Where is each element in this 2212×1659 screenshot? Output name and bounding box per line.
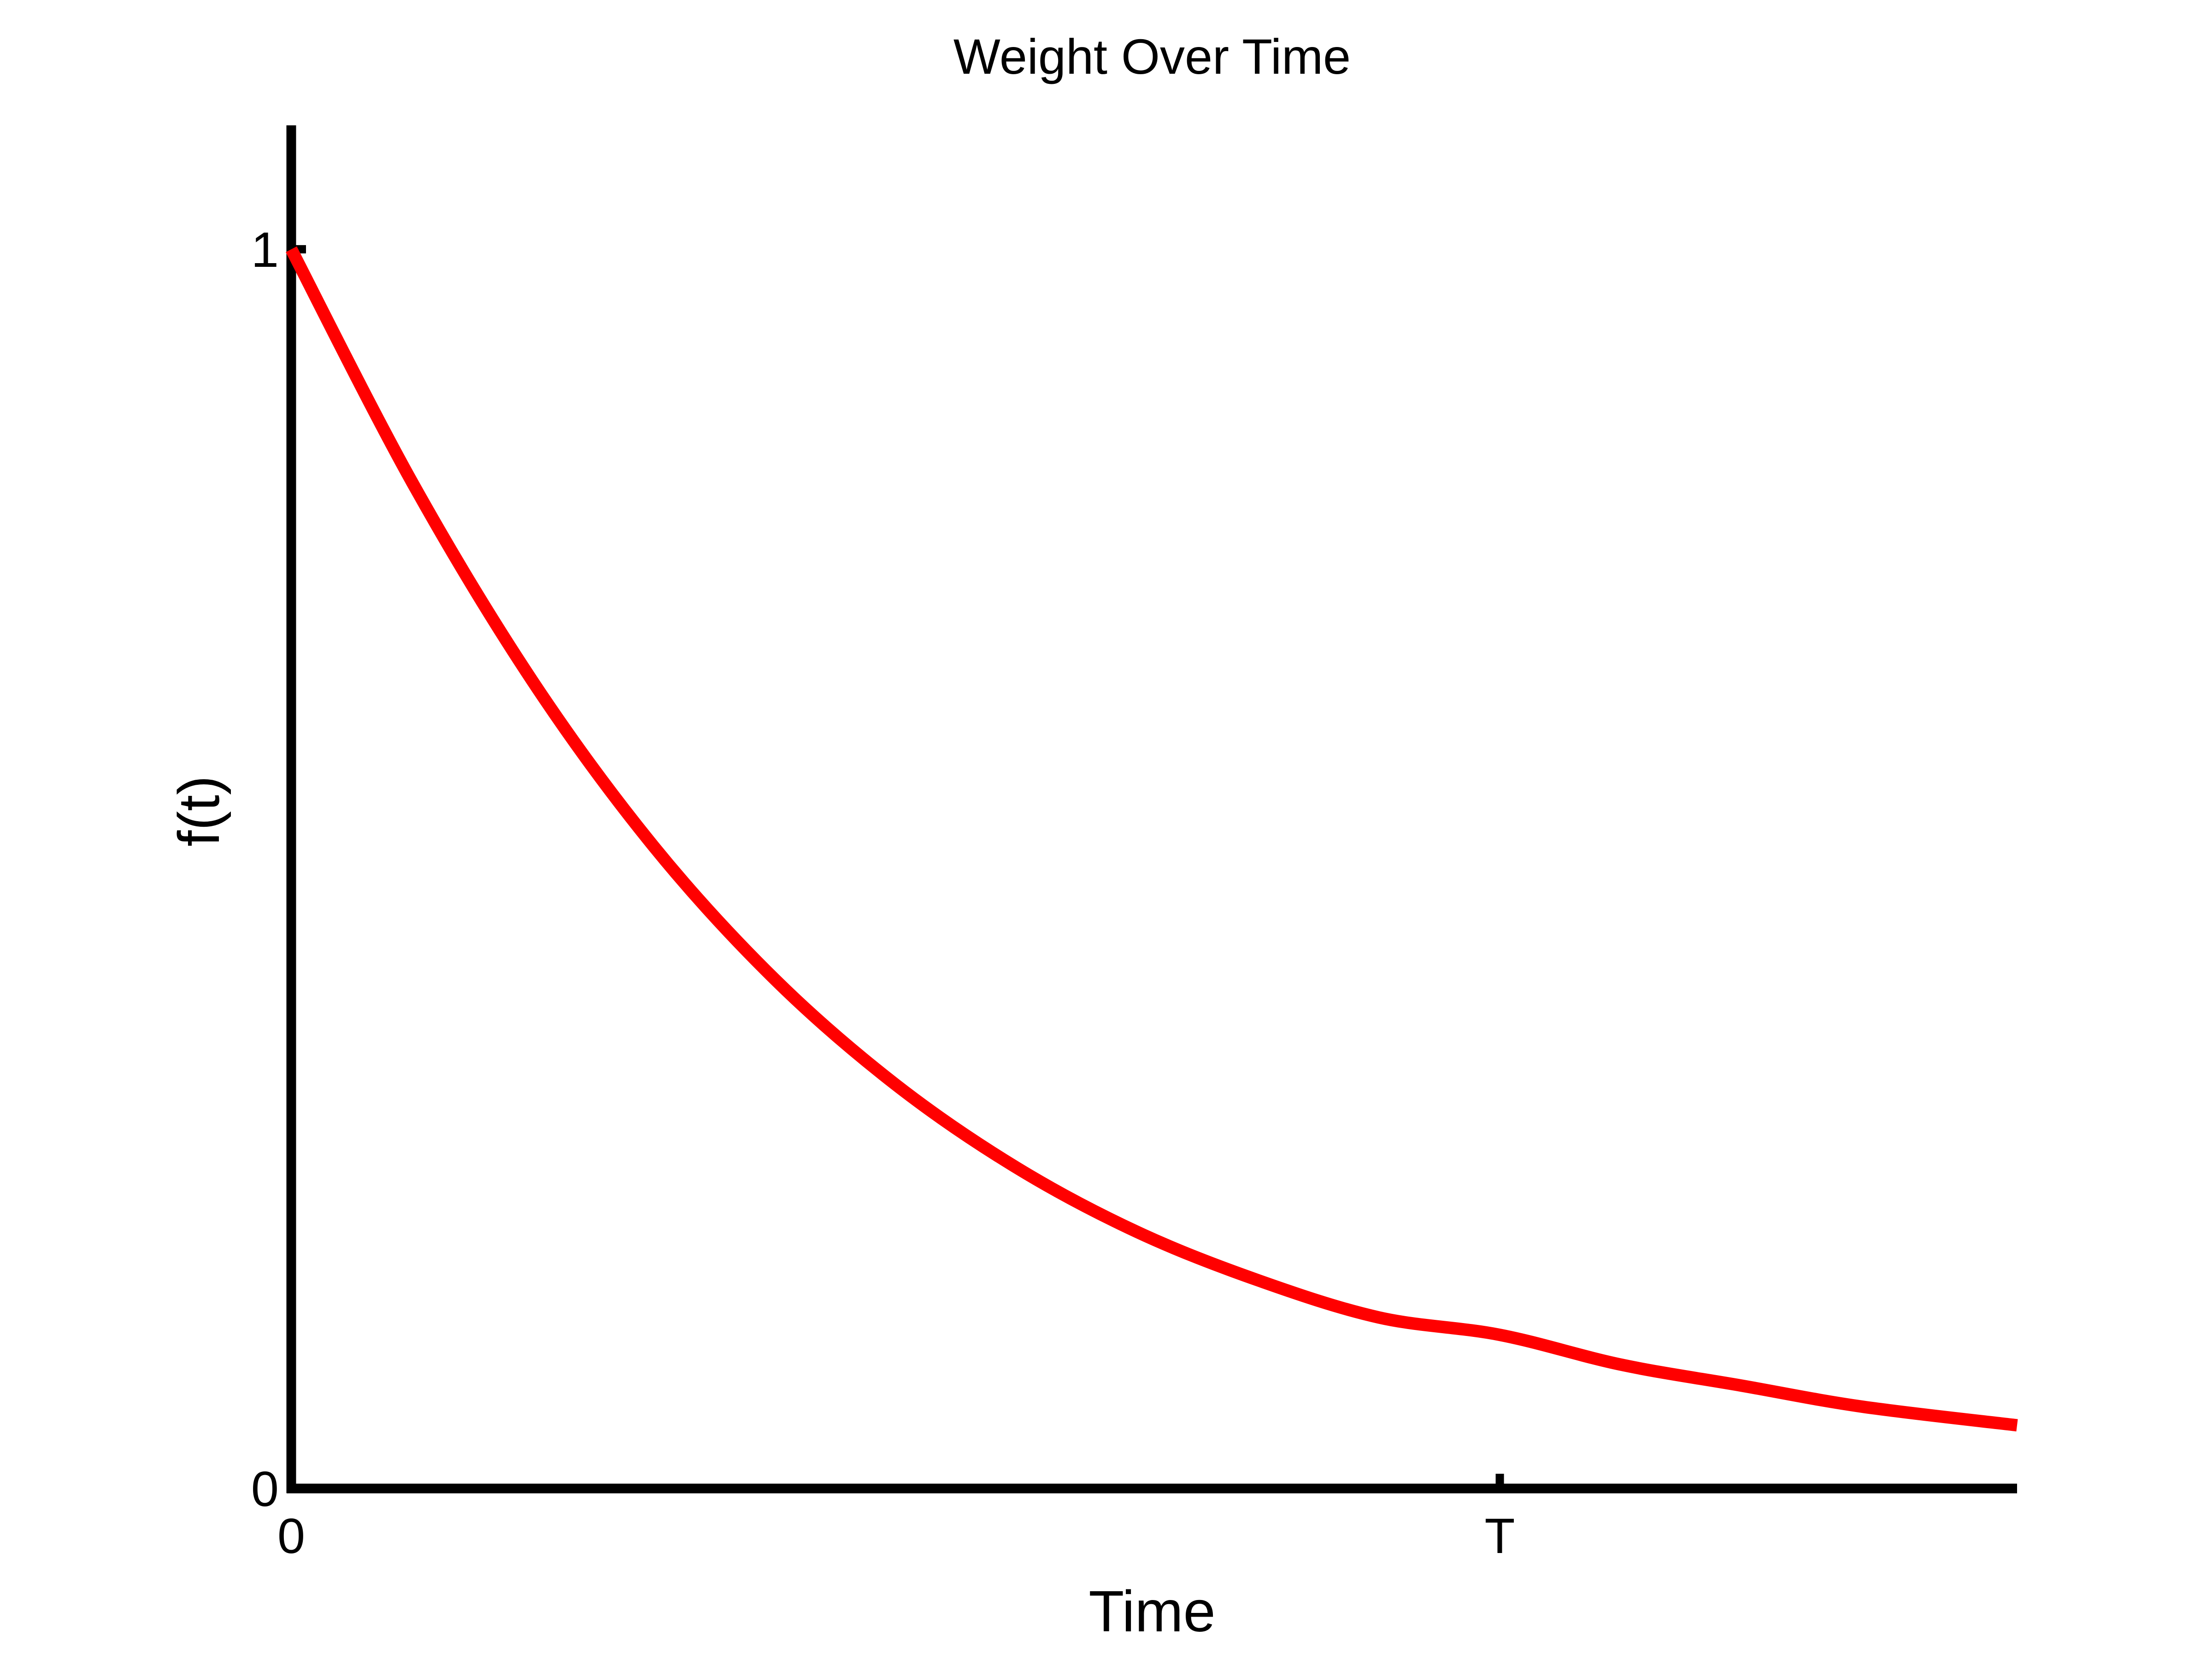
series-line-0 [286,246,2018,1432]
y-axis-title: f(t) [166,776,231,847]
y-tick-label-1: 1 [251,222,279,277]
series-layer [286,246,2018,1432]
x-tick-label-1: T [1485,1508,1515,1564]
y-axis-ticks: 01 [251,222,306,1517]
chart-title: Weight Over Time [953,29,1351,84]
x-axis-title: Time [1088,1579,1215,1644]
x-tick-label-0: 0 [277,1508,305,1564]
y-tick-label-0: 0 [251,1461,279,1517]
